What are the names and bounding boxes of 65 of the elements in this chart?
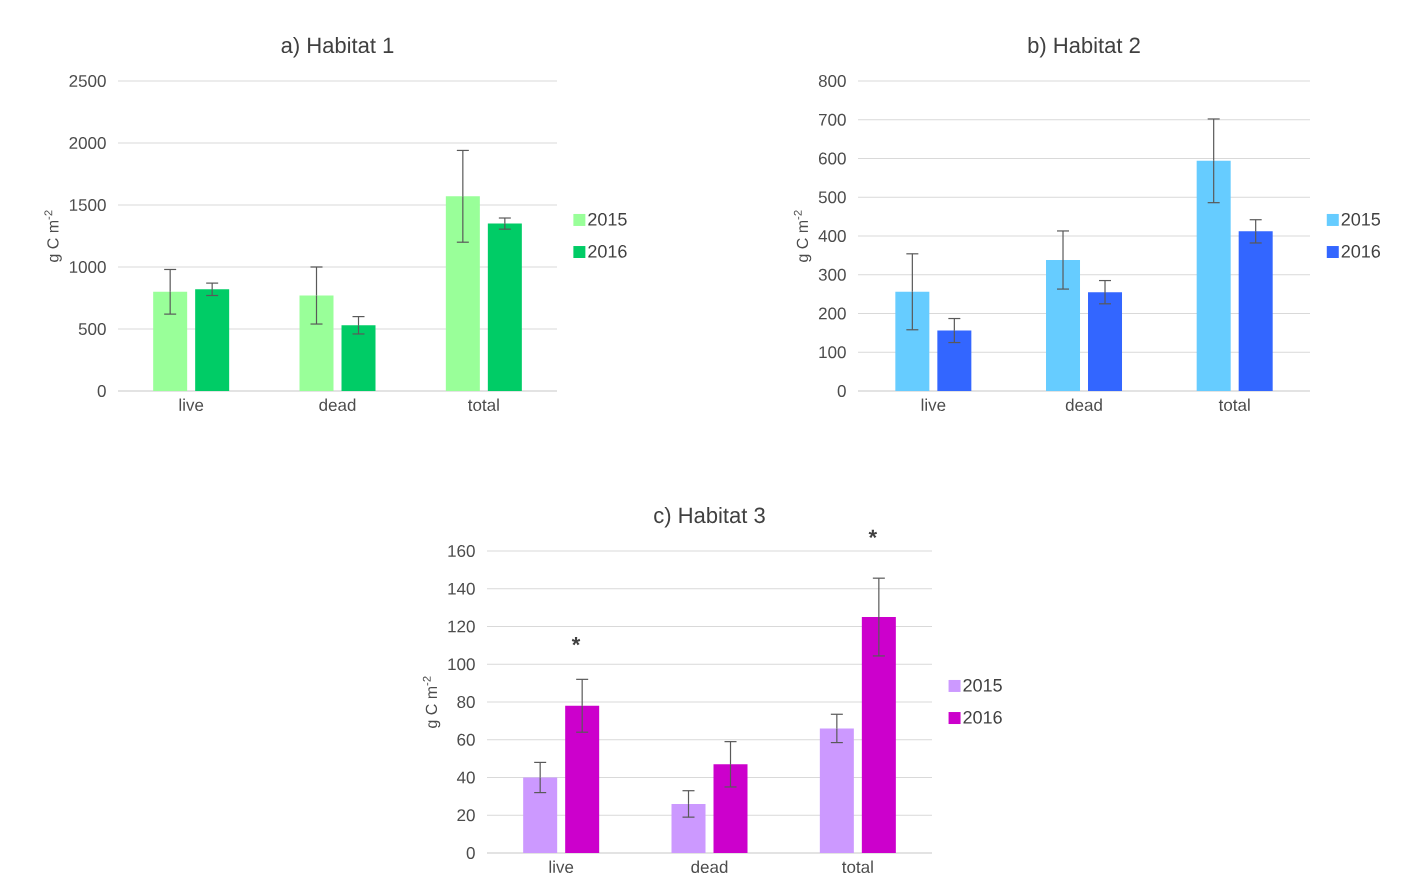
bar xyxy=(1088,292,1123,391)
bar xyxy=(1046,260,1081,391)
y-tick-label: 500 xyxy=(78,322,106,336)
bar xyxy=(195,289,230,391)
y-tick-label: 60 xyxy=(457,733,475,746)
y-axis-title: g C m$^{-2}$ xyxy=(793,210,812,262)
y-axis-title: g C m$^{-2}$ xyxy=(422,676,441,728)
bar xyxy=(487,223,522,391)
bar xyxy=(153,291,188,391)
y-tick-label: 20 xyxy=(457,809,475,822)
x-tick-label: live xyxy=(921,398,946,412)
y-tick-label: 300 xyxy=(818,268,846,281)
y-tick-label: 600 xyxy=(818,152,846,165)
bar xyxy=(565,705,600,853)
bar xyxy=(713,764,748,853)
x-tick-label: total xyxy=(1218,398,1250,412)
y-tick-label: 1500 xyxy=(69,198,106,212)
legend-label: 2016 xyxy=(588,244,627,258)
bar xyxy=(1196,160,1231,391)
y-tick-label: 120 xyxy=(448,620,475,633)
bar xyxy=(523,777,558,853)
y-tick-label: 800 xyxy=(818,74,846,88)
y-tick-label: 1000 xyxy=(69,260,106,274)
chart-title: a) Habitat 1 xyxy=(281,36,394,58)
y-tick-label: 700 xyxy=(818,113,846,126)
legend-label: 2015 xyxy=(1341,212,1381,226)
y-axis-title: g C m$^{-2}$ xyxy=(44,210,62,262)
bar xyxy=(819,728,854,853)
y-tick-label: 200 xyxy=(818,307,846,320)
y-tick-label: 0 xyxy=(97,384,106,398)
x-tick-label: dead xyxy=(319,398,356,412)
y-tick-label: 2000 xyxy=(69,136,106,150)
y-tick-label: 100 xyxy=(819,346,846,359)
y-tick-label: 140 xyxy=(448,582,475,595)
bar xyxy=(895,291,930,391)
x-tick-label: live xyxy=(549,860,574,874)
bar xyxy=(341,325,376,391)
y-tick-label: 40 xyxy=(456,771,475,784)
annotation: * xyxy=(571,637,581,646)
x-tick-label: live xyxy=(179,398,204,412)
y-tick-label: 160 xyxy=(448,544,475,558)
chart-title: c) Habitat 3 xyxy=(654,506,765,528)
x-tick-label: dead xyxy=(1065,398,1102,412)
bar xyxy=(671,803,706,853)
bar xyxy=(445,196,480,391)
y-tick-label: 2500 xyxy=(69,74,106,88)
y-tick-label: 80 xyxy=(457,695,475,709)
x-tick-label: total xyxy=(468,398,499,412)
bar xyxy=(861,617,896,853)
legend-label: 2016 xyxy=(963,710,1002,724)
text: * xyxy=(868,529,878,539)
x-tick-label: total xyxy=(842,860,873,874)
y-tick-label: 0 xyxy=(837,384,846,398)
legend-label: 2016 xyxy=(1341,244,1381,258)
y-tick-label: 500 xyxy=(818,191,846,204)
legend-label: 2015 xyxy=(588,212,627,226)
x-tick-label: dead xyxy=(691,860,728,874)
chart-title: b) Habitat 2 xyxy=(1028,36,1140,58)
y-tick-label: 0 xyxy=(466,846,475,860)
bar xyxy=(299,295,334,391)
y-tick-label: 100 xyxy=(448,658,475,671)
legend-label: 2015 xyxy=(963,678,1002,692)
y-tick-label: 400 xyxy=(818,229,846,243)
bar xyxy=(1238,231,1273,391)
bar xyxy=(937,330,972,391)
